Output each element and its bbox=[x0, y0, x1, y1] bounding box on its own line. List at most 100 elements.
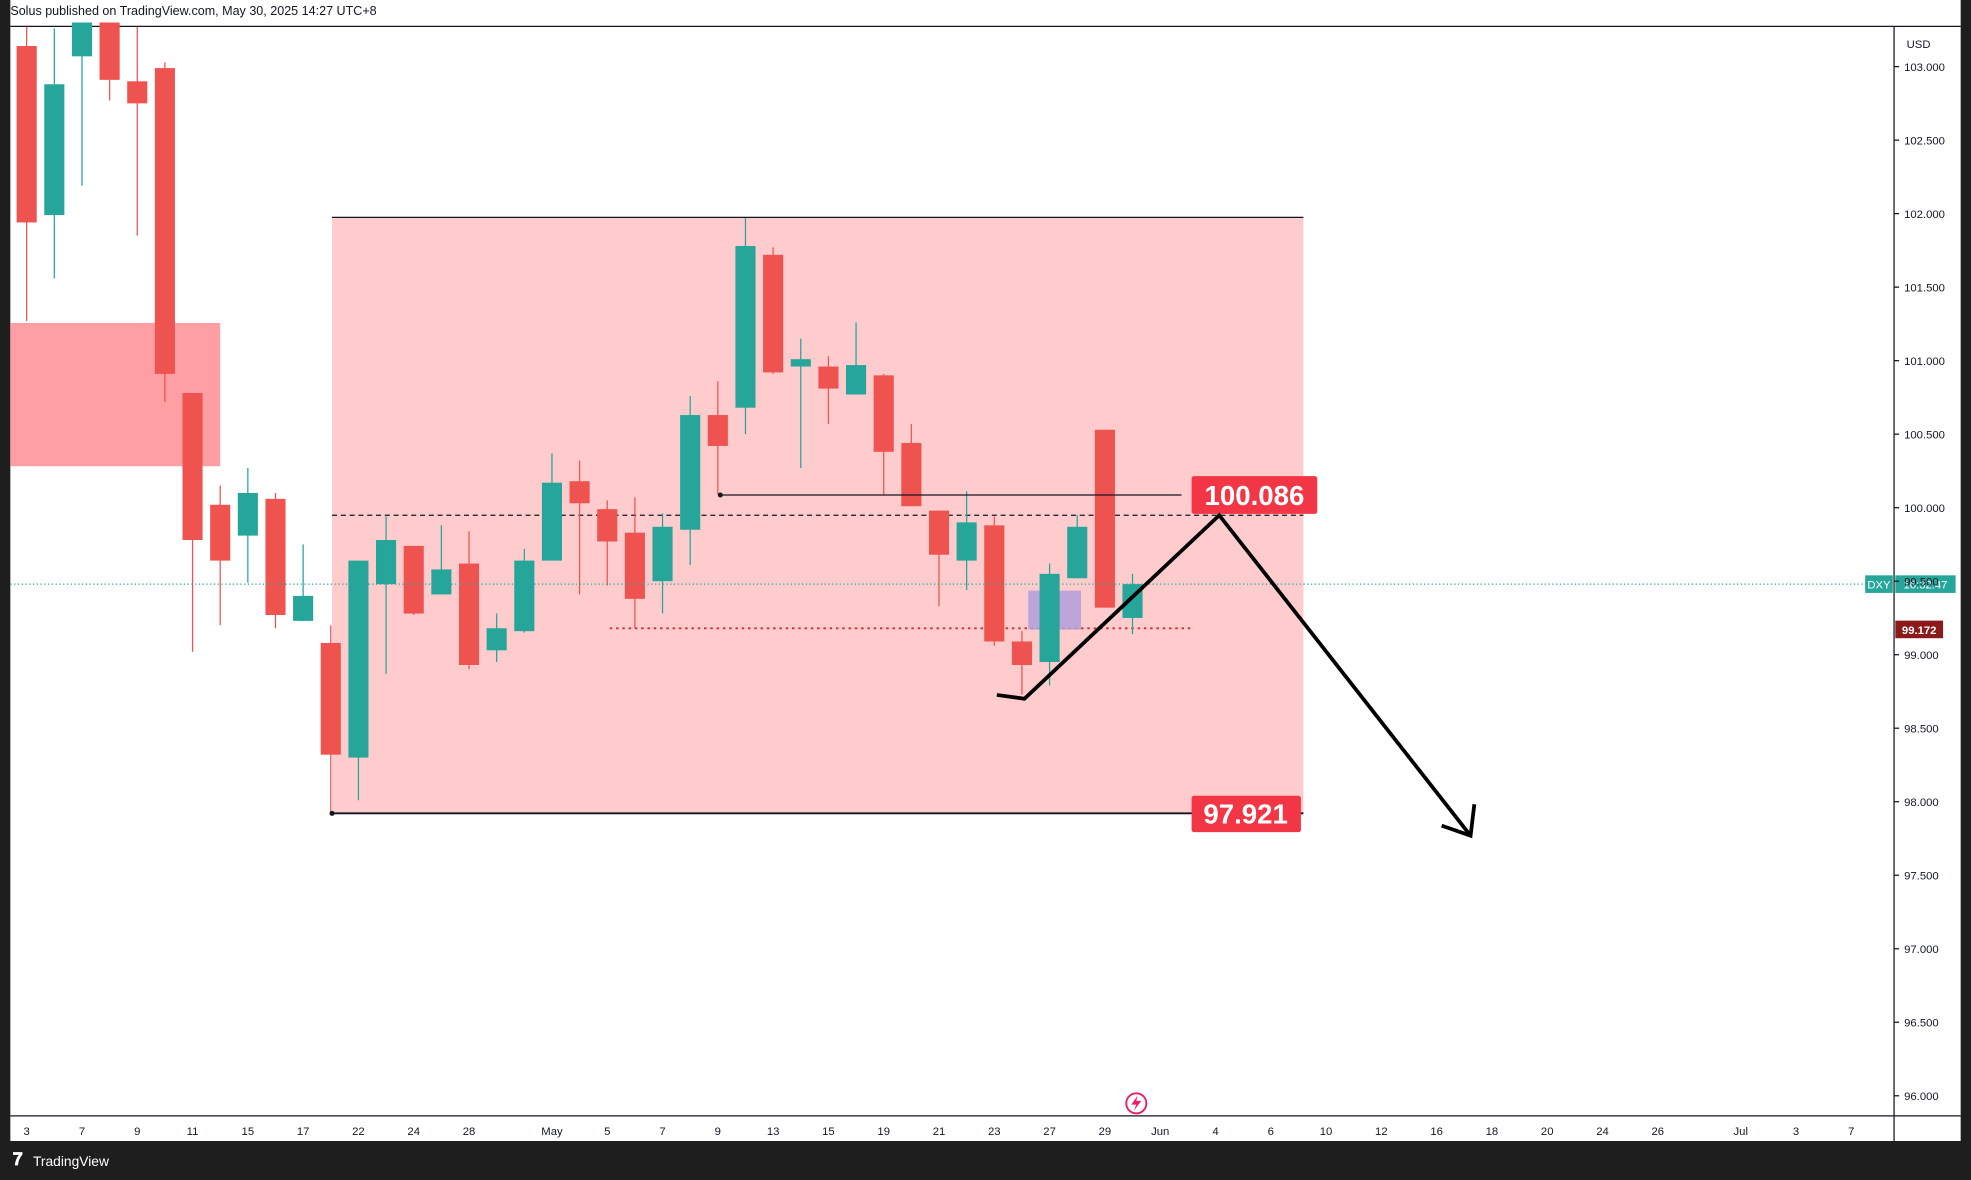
candle-body bbox=[403, 545, 424, 614]
candle-body bbox=[514, 560, 535, 632]
y-tick-label: 99.500 bbox=[1904, 577, 1939, 589]
x-tick-label: 9 bbox=[715, 1126, 721, 1138]
footer bbox=[0, 1141, 1971, 1180]
y-tick-label: 103.000 bbox=[1904, 62, 1945, 74]
y-tick-label: 102.000 bbox=[1904, 209, 1945, 221]
x-tick-label: 16 bbox=[1430, 1126, 1443, 1138]
candle-body bbox=[237, 492, 258, 536]
x-tick-label: 13 bbox=[767, 1126, 780, 1138]
candle-body bbox=[486, 628, 507, 651]
candle-body bbox=[790, 359, 811, 367]
candle-body bbox=[763, 254, 784, 373]
x-tick-label: 6 bbox=[1268, 1126, 1274, 1138]
x-tick-label: 7 bbox=[1848, 1126, 1854, 1138]
x-tick-label: 27 bbox=[1043, 1126, 1056, 1138]
countdown: 16:32:47 bbox=[1903, 580, 1947, 592]
y-tick-label: 100.000 bbox=[1904, 503, 1945, 515]
x-tick-label: 11 bbox=[187, 1126, 199, 1138]
y-tick-label: 97.000 bbox=[1904, 944, 1939, 956]
x-tick-label: 3 bbox=[24, 1126, 30, 1138]
x-tick-label: Jun bbox=[1151, 1126, 1169, 1138]
candle-body bbox=[1011, 641, 1032, 665]
x-tick-label: 4 bbox=[1212, 1126, 1218, 1138]
candle-body bbox=[735, 245, 756, 408]
x-tick-label: 3 bbox=[1793, 1126, 1799, 1138]
y-tick-label: 96.500 bbox=[1904, 1018, 1939, 1030]
range-anchor bbox=[329, 810, 335, 816]
candle-body bbox=[624, 532, 645, 599]
watermark: TradingView bbox=[33, 1153, 110, 1169]
y-tick-label: 98.500 bbox=[1904, 724, 1939, 736]
candle-body bbox=[1094, 429, 1115, 608]
candle-body bbox=[846, 365, 867, 395]
price-label: 100.086 bbox=[1204, 480, 1304, 511]
candle-body bbox=[16, 46, 37, 223]
y-tick-label: 100.500 bbox=[1904, 430, 1945, 442]
y-tick-label: 101.000 bbox=[1904, 356, 1945, 368]
level-anchor bbox=[717, 492, 723, 498]
x-tick-label: 28 bbox=[463, 1126, 476, 1138]
y-tick-label: 101.500 bbox=[1904, 283, 1945, 295]
candle-body bbox=[71, 22, 93, 57]
x-tick-label: 7 bbox=[79, 1126, 85, 1138]
x-tick-label: 15 bbox=[822, 1126, 835, 1138]
candle-body bbox=[320, 642, 341, 755]
candle-body bbox=[541, 482, 563, 561]
x-tick-label: 5 bbox=[604, 1126, 610, 1138]
x-tick-label: 18 bbox=[1486, 1126, 1499, 1138]
candle-body bbox=[376, 540, 397, 585]
currency: USD bbox=[1907, 39, 1931, 51]
header: Solus published on TradingView.com, May … bbox=[10, 4, 376, 18]
x-tick-label: 9 bbox=[134, 1126, 140, 1138]
x-tick-label: 12 bbox=[1375, 1126, 1388, 1138]
candle-body bbox=[652, 526, 673, 582]
candle-body bbox=[984, 525, 1005, 642]
x-tick-label: 23 bbox=[988, 1126, 1001, 1138]
candle-body bbox=[182, 392, 203, 541]
candle-body bbox=[431, 569, 452, 595]
arrow-head bbox=[1441, 804, 1477, 839]
candle-body bbox=[901, 442, 922, 507]
candle-body bbox=[1039, 573, 1060, 663]
candle-body bbox=[458, 563, 480, 665]
last-price-label: 99.172 bbox=[1902, 625, 1937, 637]
x-tick-label: 15 bbox=[242, 1126, 255, 1138]
projection-arrow bbox=[996, 512, 1473, 837]
candle-body bbox=[818, 366, 839, 389]
y-tick-label: 97.500 bbox=[1904, 871, 1939, 883]
symbol: DXY bbox=[1867, 580, 1891, 592]
x-tick-label: 10 bbox=[1320, 1126, 1333, 1138]
event-icon-bolt bbox=[1131, 1095, 1142, 1111]
price-label-box bbox=[1191, 795, 1301, 833]
countdown-box bbox=[1895, 575, 1956, 593]
candle-body bbox=[348, 560, 369, 758]
x-tick-label: 20 bbox=[1541, 1126, 1554, 1138]
x-tick-label: 24 bbox=[1596, 1126, 1609, 1138]
x-tick-label: May bbox=[541, 1126, 563, 1138]
candle-body bbox=[99, 22, 120, 80]
y-tick-label: 98.000 bbox=[1904, 797, 1939, 809]
candle-body bbox=[293, 595, 314, 621]
candle-body bbox=[928, 510, 950, 555]
symbol-box bbox=[1865, 575, 1893, 593]
candle-body bbox=[956, 522, 977, 561]
candle-body bbox=[680, 415, 701, 530]
event-icon[interactable] bbox=[1125, 1092, 1148, 1115]
x-tick-label: 24 bbox=[407, 1126, 420, 1138]
candle-body bbox=[127, 81, 148, 104]
price-label-box bbox=[1191, 476, 1318, 514]
price-label: 97.921 bbox=[1203, 798, 1288, 829]
x-tick-label: 7 bbox=[659, 1126, 665, 1138]
y-tick-label: 102.500 bbox=[1904, 136, 1945, 148]
y-tick-label: 99.000 bbox=[1904, 650, 1939, 662]
y-tick-label: 96.000 bbox=[1904, 1091, 1939, 1103]
candle-body bbox=[1067, 526, 1088, 579]
candle-body bbox=[873, 375, 894, 452]
candle-body bbox=[44, 84, 65, 216]
x-tick-label: 17 bbox=[297, 1126, 310, 1138]
candle-body bbox=[569, 481, 590, 504]
candle-body bbox=[597, 509, 618, 542]
annotations: 100.086 97.921 DXY 16:32:47 99.172 bbox=[10, 476, 1956, 833]
